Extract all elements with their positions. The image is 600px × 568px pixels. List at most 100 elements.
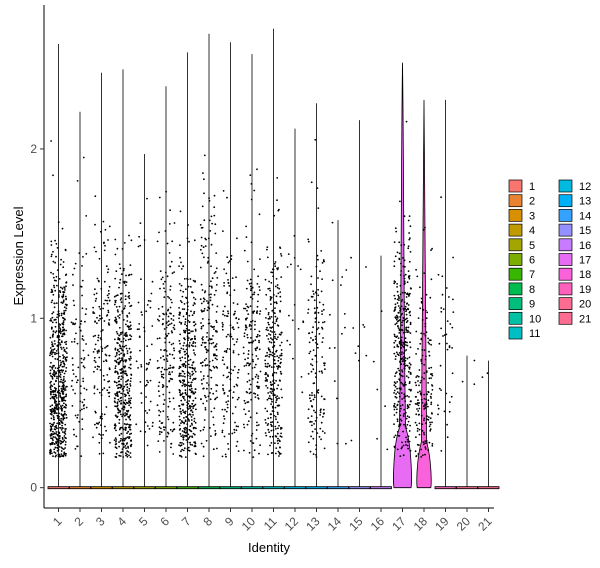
data-point (270, 425, 273, 427)
data-point (114, 347, 117, 350)
data-point (108, 299, 111, 302)
data-point (270, 327, 273, 329)
data-point (404, 411, 407, 414)
data-point (227, 448, 230, 450)
data-point (254, 363, 257, 366)
data-point (421, 354, 424, 357)
data-point (99, 308, 102, 310)
data-point (94, 300, 97, 302)
data-point (180, 261, 182, 264)
data-point (236, 338, 239, 341)
data-point (232, 350, 235, 352)
violin-14 (327, 220, 349, 490)
data-point (222, 310, 225, 313)
data-point (273, 262, 276, 265)
data-point (157, 440, 160, 442)
data-point (127, 426, 130, 429)
data-point (53, 407, 56, 410)
data-point (279, 380, 281, 382)
data-point (415, 268, 417, 271)
data-point (183, 303, 186, 305)
data-point (229, 333, 232, 336)
data-point (55, 379, 57, 382)
legend-key-18 (558, 267, 573, 281)
data-point (98, 257, 101, 260)
data-point (451, 326, 454, 329)
data-point (178, 444, 181, 447)
data-point (408, 430, 411, 432)
data-point (149, 300, 152, 302)
data-point (189, 278, 192, 280)
data-point (190, 419, 193, 421)
data-point (402, 307, 405, 310)
data-point (187, 319, 190, 322)
data-point (270, 429, 273, 432)
data-point (210, 285, 213, 288)
data-point (116, 405, 119, 408)
data-point (275, 301, 278, 303)
data-point (102, 360, 105, 363)
data-point (248, 392, 251, 395)
data-point (83, 398, 86, 401)
data-point (461, 380, 464, 383)
data-point (125, 452, 127, 455)
data-point (53, 306, 56, 309)
data-point (182, 315, 185, 318)
data-point (394, 255, 397, 258)
data-point (189, 425, 192, 428)
data-point (365, 354, 368, 357)
data-point (160, 427, 162, 430)
data-point (222, 374, 225, 377)
data-point (160, 349, 162, 351)
data-point (329, 313, 331, 316)
data-point (255, 412, 258, 415)
data-point (162, 318, 164, 321)
data-point (85, 252, 88, 255)
data-point (181, 384, 184, 387)
data-point (430, 377, 432, 379)
data-point (416, 408, 418, 410)
data-point (123, 345, 126, 348)
data-point (376, 388, 379, 391)
data-point (271, 421, 274, 423)
data-point (393, 341, 396, 344)
data-point (60, 348, 63, 350)
data-point (396, 316, 398, 319)
data-point (310, 415, 313, 417)
data-point (265, 377, 267, 379)
data-point (279, 295, 282, 298)
data-point (212, 335, 214, 337)
data-point (253, 449, 256, 452)
data-point (183, 372, 186, 375)
data-point (50, 253, 53, 256)
data-point (57, 221, 60, 224)
data-point (255, 355, 258, 357)
data-point (189, 338, 192, 341)
data-point (184, 419, 187, 422)
data-point (320, 290, 323, 293)
data-point (184, 353, 187, 356)
data-point (59, 286, 62, 289)
data-point (130, 304, 133, 307)
data-point (59, 363, 62, 366)
data-point (124, 399, 127, 402)
data-point (113, 400, 116, 403)
data-point (273, 362, 276, 365)
data-point (248, 379, 251, 382)
data-point (120, 273, 123, 275)
data-point (64, 289, 66, 291)
data-point (60, 361, 62, 364)
data-point (316, 254, 319, 257)
data-point (53, 451, 56, 453)
data-point (321, 356, 324, 358)
data-point (157, 308, 160, 310)
data-point (209, 368, 211, 371)
data-point (310, 181, 313, 184)
data-point (264, 379, 267, 382)
data-point (399, 410, 401, 412)
data-point (124, 429, 127, 431)
violin-21 (477, 360, 500, 490)
data-point (213, 214, 216, 217)
data-point (246, 423, 249, 426)
data-point (405, 321, 408, 324)
